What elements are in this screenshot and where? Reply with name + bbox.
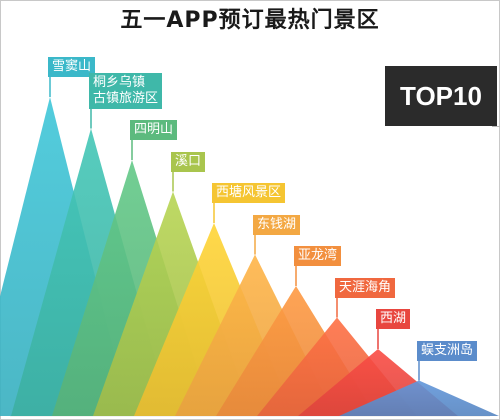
top10-badge: TOP10 xyxy=(385,66,497,126)
label-8: 天涯海角 xyxy=(335,277,396,298)
label-1: 雪窦山 xyxy=(48,57,96,77)
label-7: 亚龙湾 xyxy=(294,246,342,266)
label-5-line-1: 西塘风景区 xyxy=(216,185,282,200)
label-7-line-1: 亚龙湾 xyxy=(298,248,338,263)
label-10: 蜈支洲岛 xyxy=(417,340,478,361)
chart-title: 五一APP预订最热门景区 xyxy=(120,8,380,33)
label-6: 东钱湖 xyxy=(253,214,301,235)
label-10-line-1: 蜈支洲岛 xyxy=(421,342,474,358)
label-2: 桐乡乌镇 古镇旅游区 xyxy=(89,72,163,109)
label-2-line-2: 古镇旅游区 xyxy=(93,90,159,106)
label-4: 溪口 xyxy=(171,151,206,172)
label-1-line-1: 雪窦山 xyxy=(52,59,92,74)
label-9-line-1: 西湖 xyxy=(380,311,407,326)
label-3-line-1: 四明山 xyxy=(134,122,174,137)
label-6-line-1: 东钱湖 xyxy=(257,216,297,232)
label-3: 四明山 xyxy=(130,120,178,140)
label-4-line-1: 溪口 xyxy=(175,153,202,169)
label-5: 西塘风景区 xyxy=(212,183,286,203)
label-2-line-1: 桐乡乌镇 xyxy=(93,74,146,90)
label-9: 西湖 xyxy=(376,309,411,329)
label-8-line-1: 天涯海角 xyxy=(339,279,392,295)
badge-divider xyxy=(492,126,500,127)
spike-10 xyxy=(339,380,499,416)
